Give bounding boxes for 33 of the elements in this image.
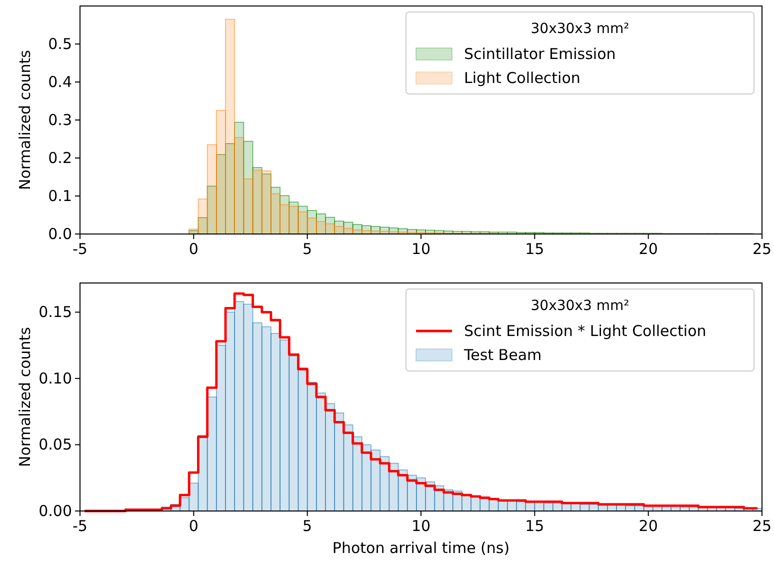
legend-label: Scintillator Emission — [464, 45, 616, 63]
y-tick-label: 0.2 — [48, 149, 72, 167]
y-tick-label: 0.00 — [38, 502, 72, 520]
y-tick-label: 0.4 — [48, 73, 72, 91]
x-tick-label: 10 — [411, 240, 431, 258]
x-tick-label: -5 — [72, 517, 88, 535]
x-tick-label: 10 — [411, 517, 431, 535]
y-tick-label: 0.3 — [48, 111, 72, 129]
x-tick-label: 5 — [302, 240, 312, 258]
y-tick-label: 0.15 — [38, 303, 72, 322]
legend-title: 30x30x3 mm² — [530, 298, 630, 314]
x-tick-label: 15 — [525, 240, 544, 258]
legend-title: 30x30x3 mm² — [530, 21, 630, 37]
legend-label: Light Collection — [464, 69, 580, 87]
x-tick-label: 0 — [188, 517, 198, 535]
x-tick-label: 25 — [752, 240, 772, 258]
x-axis-title: Photon arrival time (ns) — [332, 539, 510, 557]
y-tick-label: 0.05 — [38, 436, 72, 454]
x-tick-label: 0 — [188, 240, 198, 258]
x-tick-label: 20 — [638, 240, 658, 258]
y-tick-label: 0.10 — [38, 369, 72, 388]
x-tick-label: 5 — [302, 517, 312, 535]
x-tick-label: -5 — [72, 240, 88, 258]
y-tick-label: 0.5 — [48, 35, 72, 53]
x-tick-label: 25 — [752, 517, 772, 535]
legend-label: Test Beam — [463, 346, 542, 364]
y-axis-title: Normalized counts — [16, 326, 34, 467]
legend-label: Scint Emission * Light Collection — [464, 322, 706, 340]
y-tick-label: 0.1 — [48, 187, 72, 205]
y-tick-label: 0.0 — [48, 225, 72, 243]
x-tick-label: 20 — [638, 517, 658, 535]
x-tick-label: 15 — [525, 517, 544, 535]
y-axis-title: Normalized counts — [16, 50, 34, 190]
